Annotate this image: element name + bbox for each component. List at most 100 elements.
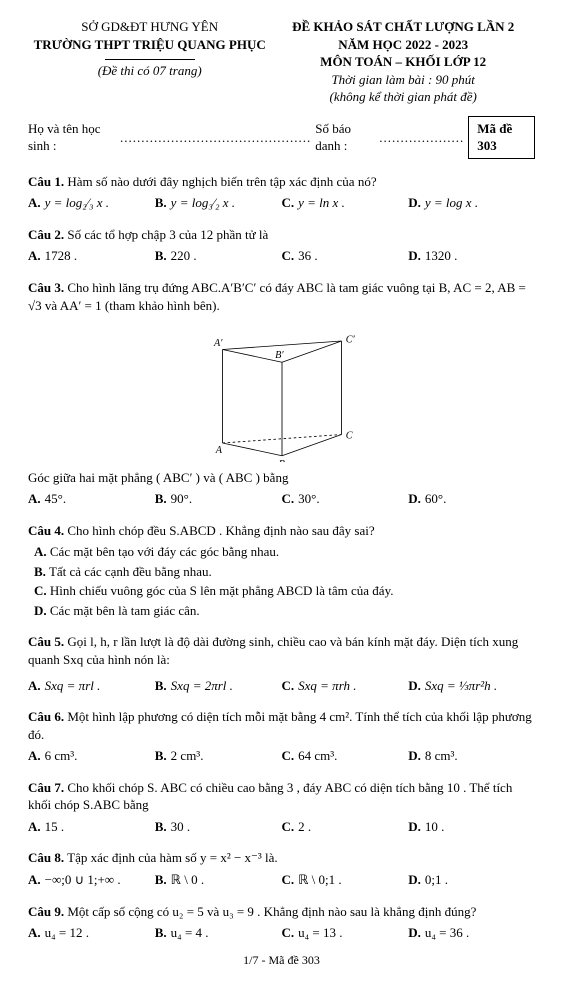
label-C: C bbox=[345, 431, 352, 442]
q2-d: 1320 . bbox=[425, 247, 458, 265]
q8-label: Câu 8. bbox=[28, 850, 64, 865]
q3-label: Câu 3. bbox=[28, 280, 64, 295]
question-8: Câu 8. Tập xác định của hàm số y = x² − … bbox=[28, 849, 535, 888]
prism-figure: A B C A′ B′ C′ bbox=[28, 322, 535, 467]
opt-c-lbl: C. bbox=[282, 924, 295, 942]
q6-label: Câu 6. bbox=[28, 709, 64, 724]
opt-a-lbl: A. bbox=[28, 747, 41, 765]
q8-text: Tập xác định của hàm số y = x² − x⁻³ là. bbox=[67, 850, 278, 865]
question-4: Câu 4. Cho hình chóp đều S.ABCD . Khẳng … bbox=[28, 522, 535, 620]
pages: (Đề thi có 07 trang) bbox=[28, 62, 271, 80]
q4-b: Tất cả các cạnh đều bằng nhau. bbox=[49, 564, 212, 579]
question-3: Câu 3. Cho hình lăng trụ đứng ABC.A′B′C′… bbox=[28, 279, 535, 508]
student-row: Họ và tên học sinh : ...................… bbox=[28, 116, 535, 159]
q8-a: −∞;0 ∪ 1;+∞ . bbox=[45, 871, 121, 889]
q9-label: Câu 9. bbox=[28, 904, 64, 919]
subject: MÔN TOÁN – Khối lớp 12 bbox=[271, 53, 535, 71]
q7-d: 10 . bbox=[425, 818, 445, 836]
q7-b: 30 . bbox=[171, 818, 191, 836]
q2-label: Câu 2. bbox=[28, 227, 64, 242]
opt-c-lbl: C. bbox=[282, 490, 295, 508]
opt-b-lbl: B. bbox=[155, 677, 167, 695]
label-Cp: C′ bbox=[345, 335, 355, 346]
label-Ap: A′ bbox=[213, 338, 223, 349]
question-2: Câu 2. Số các tổ hợp chập 3 của 12 phần … bbox=[28, 226, 535, 265]
label-B: B bbox=[278, 459, 284, 462]
q2-c: 36 . bbox=[298, 247, 318, 265]
exam-code: Mã đề 303 bbox=[468, 116, 535, 159]
q8-c: ℝ \ 0;1 . bbox=[298, 871, 342, 889]
q6-a: 6 cm³. bbox=[45, 747, 78, 765]
q8-d: 0;1 . bbox=[425, 871, 448, 889]
q1-c: y = ln x . bbox=[298, 194, 345, 212]
q1-text: Hàm số nào dưới đây nghịch biến trên tập… bbox=[67, 174, 376, 189]
q7-c: 2 . bbox=[298, 818, 311, 836]
opt-d-lbl: D. bbox=[408, 194, 421, 212]
question-7: Câu 7. Cho khối chóp S. ABC có chiều cao… bbox=[28, 779, 535, 836]
id-label: Số báo danh : bbox=[315, 120, 375, 155]
opt-d-lbl: D. bbox=[408, 677, 421, 695]
label-Bp: B′ bbox=[275, 350, 284, 361]
dots: .................... bbox=[379, 129, 464, 147]
opt-b-lbl: B. bbox=[155, 871, 167, 889]
q5-a: Sxq = πrl . bbox=[45, 677, 101, 695]
opt-d-lbl: D. bbox=[408, 247, 421, 265]
q9-d: u₄ = 36 . bbox=[425, 924, 469, 942]
opt-a-lbl: A. bbox=[28, 247, 41, 265]
q2-text: Số các tổ hợp chập 3 của 12 phần tử là bbox=[67, 227, 268, 242]
opt-b-lbl: B. bbox=[155, 924, 167, 942]
opt-d-lbl: D. bbox=[408, 490, 421, 508]
opt-a-lbl: A. bbox=[28, 490, 41, 508]
opt-d-lbl: D. bbox=[408, 747, 421, 765]
school: TRƯỜNG THPT TRIỆU QUANG PHỤC bbox=[28, 36, 271, 54]
student-label: Họ và tên học sinh : bbox=[28, 120, 116, 155]
opt-d-lbl: D. bbox=[34, 603, 47, 618]
label-A: A bbox=[214, 445, 222, 456]
opt-c-lbl: C. bbox=[34, 583, 47, 598]
q3-b: 90°. bbox=[171, 490, 192, 508]
question-9: Câu 9. Một cấp số cộng có u₂ = 5 và u₃ =… bbox=[28, 903, 535, 942]
opt-d-lbl: D. bbox=[408, 818, 421, 836]
q5-b: Sxq = 2πrl . bbox=[171, 677, 233, 695]
q5-label: Câu 5. bbox=[28, 634, 64, 649]
q5-text: Gọi l, h, r lần lượt là độ dài đường sin… bbox=[28, 634, 518, 667]
q8-b: ℝ \ 0 . bbox=[171, 871, 204, 889]
q7-text: Cho khối chóp S. ABC có chiều cao bằng 3… bbox=[28, 780, 512, 813]
q4-text: Cho hình chóp đều S.ABCD . Khẳng định nà… bbox=[67, 523, 374, 538]
q6-d: 8 cm³. bbox=[425, 747, 458, 765]
opt-a-lbl: A. bbox=[28, 818, 41, 836]
q4-label: Câu 4. bbox=[28, 523, 64, 538]
header: SỞ GD&ĐT HƯNG YÊN TRƯỜNG THPT TRIỆU QUAN… bbox=[28, 18, 535, 106]
q3-c: 30°. bbox=[298, 490, 319, 508]
q4-a: Các mặt bên tạo với đáy các góc bằng nha… bbox=[50, 544, 279, 559]
q3-a: 45°. bbox=[45, 490, 66, 508]
opt-c-lbl: C. bbox=[282, 247, 295, 265]
header-left: SỞ GD&ĐT HƯNG YÊN TRƯỜNG THPT TRIỆU QUAN… bbox=[28, 18, 271, 106]
q7-label: Câu 7. bbox=[28, 780, 64, 795]
opt-c-lbl: C. bbox=[282, 677, 295, 695]
q6-b: 2 cm³. bbox=[171, 747, 204, 765]
q3-d: 60°. bbox=[425, 490, 446, 508]
opt-a-lbl: A. bbox=[28, 924, 41, 942]
opt-b-lbl: B. bbox=[155, 490, 167, 508]
opt-c-lbl: C. bbox=[282, 818, 295, 836]
q2-a: 1728 . bbox=[45, 247, 78, 265]
year: NĂM HỌC 2022 - 2023 bbox=[271, 36, 535, 54]
dots: ........................................… bbox=[120, 129, 311, 147]
opt-d-lbl: D. bbox=[408, 924, 421, 942]
q1-a: y = log₂⁄₃ x . bbox=[45, 194, 109, 212]
exam-title: ĐỀ KHẢO SÁT CHẤT LƯỢNG LẦN 2 bbox=[271, 18, 535, 36]
page-footer: 1/7 - Mã đề 303 bbox=[28, 952, 535, 968]
time: Thời gian làm bài : 90 phút bbox=[271, 71, 535, 89]
opt-a-lbl: A. bbox=[28, 677, 41, 695]
opt-b-lbl: B. bbox=[155, 247, 167, 265]
question-5: Câu 5. Gọi l, h, r lần lượt là độ dài đư… bbox=[28, 633, 535, 694]
header-right: ĐỀ KHẢO SÁT CHẤT LƯỢNG LẦN 2 NĂM HỌC 202… bbox=[271, 18, 535, 106]
question-1: Câu 1. Hàm số nào dưới đây nghịch biến t… bbox=[28, 173, 535, 212]
q1-label: Câu 1. bbox=[28, 174, 64, 189]
q6-text: Một hình lập phương có diện tích mỗi mặt… bbox=[28, 709, 532, 742]
q3-after: Góc giữa hai mặt phẳng ( ABC′ ) và ( ABC… bbox=[28, 469, 535, 487]
opt-b-lbl: B. bbox=[155, 194, 167, 212]
note: (không kể thời gian phát đề) bbox=[271, 88, 535, 106]
q9-c: u₄ = 13 . bbox=[298, 924, 342, 942]
